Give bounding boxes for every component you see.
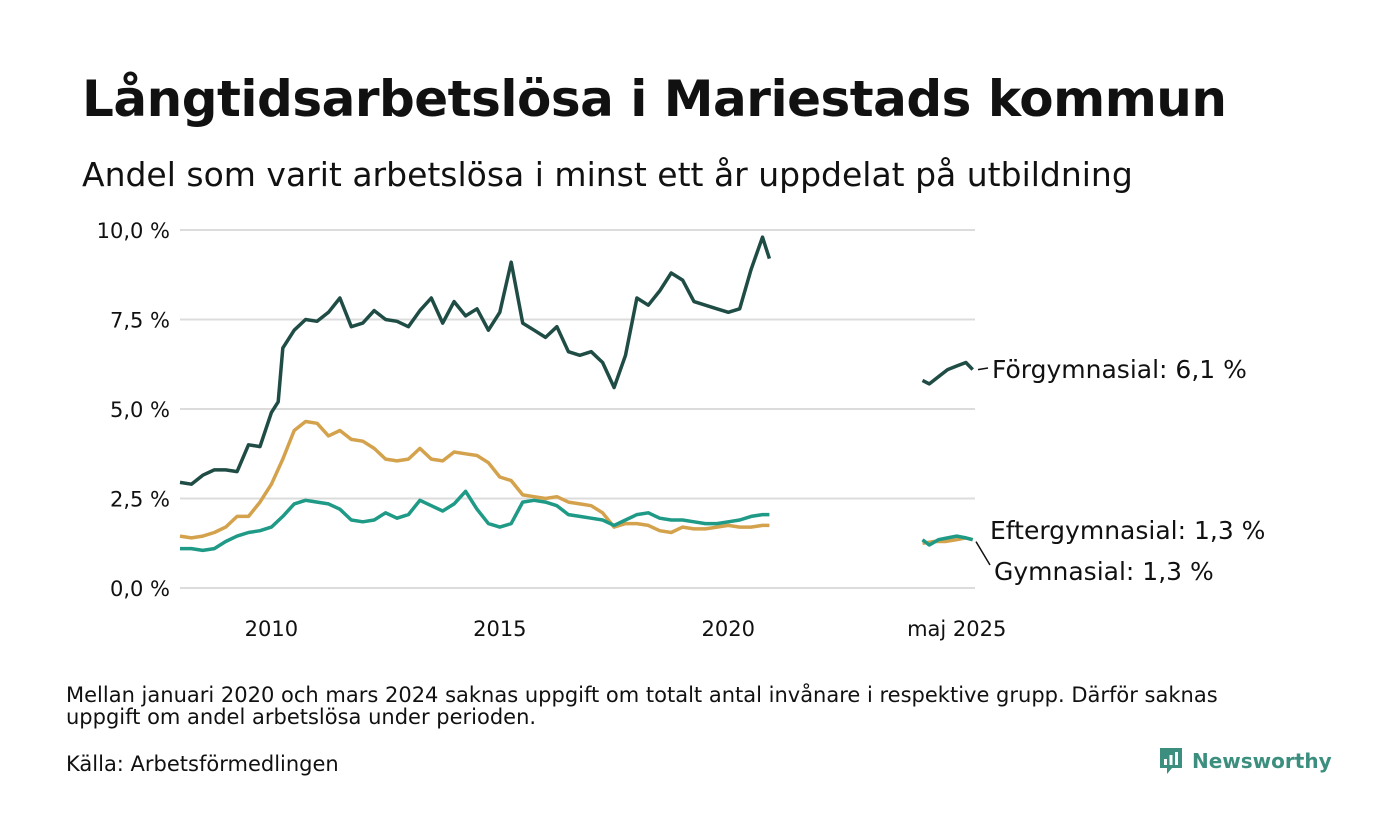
footnote: Mellan januari 2020 och mars 2024 saknas… (66, 683, 1218, 729)
series-label-gymnasial: Gymnasial: 1,3 % (994, 557, 1214, 586)
x-tick-label: 2015 (473, 617, 526, 641)
chart-title: Långtidsarbetslösa i Mariestads kommun (82, 70, 1227, 128)
y-axis-tick-labels: 0,0 % 2,5 % 5,0 % 7,5 % 10,0 % (97, 219, 170, 601)
brand-logo[interactable]: Newsworthy (1158, 746, 1332, 776)
y-tick-label: 7,5 % (110, 309, 170, 333)
y-tick-label: 5,0 % (110, 398, 170, 422)
brand-name: Newsworthy (1192, 749, 1332, 773)
series-line-förgymnasial (179, 235, 772, 486)
newsworthy-logo-icon (1160, 748, 1182, 774)
series-labels: Förgymnasial: 6,1 % Gymnasial: 1,3 % Efter… (975, 355, 1265, 586)
series-line-gymnasial (179, 419, 770, 540)
gridlines (180, 229, 975, 589)
series-line-förgymnasial (921, 360, 974, 386)
series-label-förgymnasial: Förgymnasial: 6,1 % (992, 355, 1247, 384)
series-line-eftergymnasial (921, 534, 974, 547)
x-tick-label: 2020 (702, 617, 755, 641)
x-tick-label: maj 2025 (907, 617, 1006, 641)
y-tick-label: 0,0 % (110, 577, 170, 601)
y-tick-label: 10,0 % (97, 219, 170, 243)
series-line-eftergymnasial (180, 489, 770, 553)
x-axis-tick-labels: 2010 2015 2020 maj 2025 (245, 617, 1007, 641)
x-tick-label: 2010 (245, 617, 298, 641)
source-text: Källa: Arbetsförmedlingen (66, 752, 339, 776)
y-tick-label: 2,5 % (110, 488, 170, 512)
label-leader-line (977, 367, 989, 371)
chart-subtitle: Andel som varit arbetslösa i minst ett å… (82, 155, 1133, 194)
series-lines (179, 235, 974, 553)
label-leader-line (975, 541, 991, 566)
series-label-eftergymnasial: Eftergymnasial: 1,3 % (990, 516, 1265, 545)
